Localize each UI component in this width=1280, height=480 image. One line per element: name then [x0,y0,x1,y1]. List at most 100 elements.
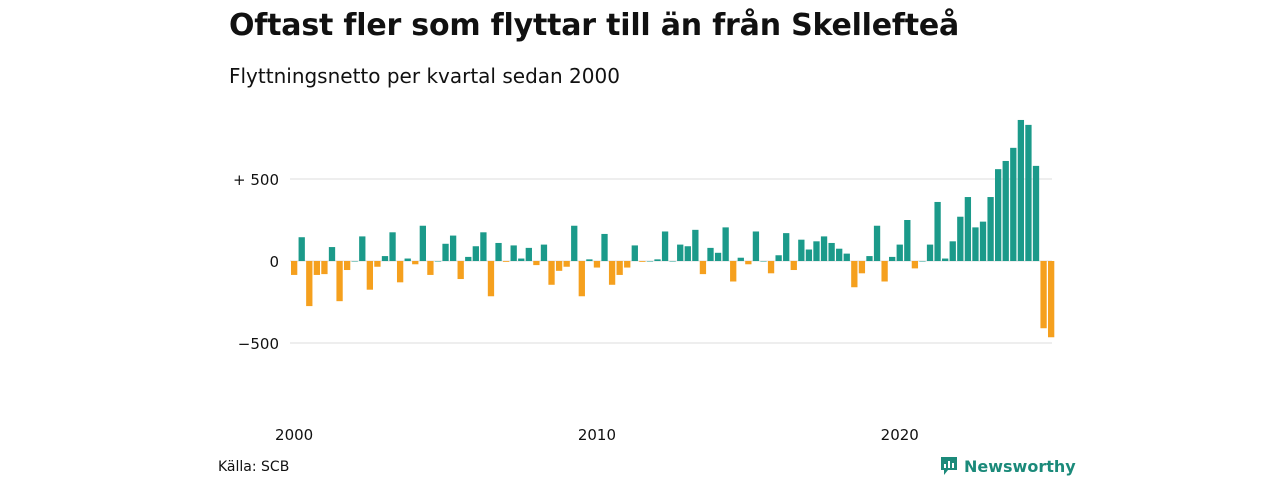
bar [328,247,336,261]
bar [343,261,351,271]
bar [957,216,964,261]
bar [919,261,926,262]
bar [578,261,585,297]
bar [669,261,676,262]
bar [881,261,888,282]
source-note: Källa: SCB [218,459,290,475]
bar [949,241,956,261]
bar [767,261,775,274]
bar [298,237,305,261]
bar [351,261,358,262]
bar [911,261,919,269]
bar [586,259,593,261]
bar [813,241,820,261]
bar [631,245,638,261]
x-tick-label: 2020 [881,426,919,444]
bar [942,258,949,261]
bar [434,261,442,262]
newsworthy-logo-text: Newsworthy [964,456,1076,476]
bar [889,256,896,261]
bar [313,261,321,275]
bar [836,248,843,261]
bar [1032,165,1040,261]
bar [555,261,563,271]
y-tick-label: 0 [269,253,279,271]
bar [442,243,449,261]
bar [654,259,661,261]
bar [381,256,389,261]
bar [873,225,881,261]
bar [419,225,426,261]
bar [608,261,616,285]
bar [563,261,570,267]
bar [540,244,548,261]
bar [487,261,495,297]
x-tick-label: 2000 [275,426,313,444]
bar [798,239,805,261]
bar [858,261,866,274]
bar [510,245,517,261]
newsworthy-logo-icon [941,457,957,475]
bar [775,255,782,261]
bar [805,249,813,261]
bar [624,261,631,268]
bar [820,236,828,261]
bar [843,253,850,261]
bar [412,261,419,265]
bar [699,261,707,275]
bar [661,231,669,261]
y-tick-label: −500 [238,335,279,353]
bar [321,261,328,275]
bar [866,256,873,261]
bar [964,197,972,261]
y-axis-ticks: + 500 0 −500 [233,171,279,353]
bar [518,258,525,261]
bar [722,227,729,261]
bar [593,261,601,268]
bar [752,231,760,261]
bar [548,261,555,285]
bar [987,197,994,261]
bar [737,257,744,261]
bar [760,261,767,262]
bar [472,246,479,261]
bar [465,256,472,261]
bar [449,235,457,261]
bar [979,221,987,261]
bar [692,229,699,261]
bar [972,227,979,261]
bar [502,261,510,262]
bar [480,232,487,261]
bar [291,261,298,275]
x-tick-label: 2010 [578,426,616,444]
bar [1002,160,1009,261]
bar [1048,261,1055,338]
bar [646,261,654,262]
bar [730,261,737,282]
newsworthy-logo[interactable]: Newsworthy [940,456,1076,476]
bar [601,233,608,261]
bar [533,261,540,266]
bar [374,261,381,267]
chart-subtitle: Flyttningsnetto per kvartal sedan 2000 [229,64,620,88]
bar [1010,147,1017,261]
bar [366,261,373,290]
bar [851,261,858,288]
bar [639,261,646,262]
bar [571,225,578,261]
y-tick-label: + 500 [233,171,279,189]
bar [306,261,313,307]
bar [396,261,404,283]
chart-title: Oftast fler som flyttar till än från Ske… [229,8,960,43]
bar [389,232,396,261]
bar [828,242,835,261]
bar [1017,119,1025,262]
x-axis-ticks: 2000 2010 2020 [275,426,919,444]
bar [427,261,434,275]
bar [790,261,797,271]
bar [677,244,684,261]
bar [783,233,790,261]
bar [904,220,911,261]
bar [525,247,532,261]
